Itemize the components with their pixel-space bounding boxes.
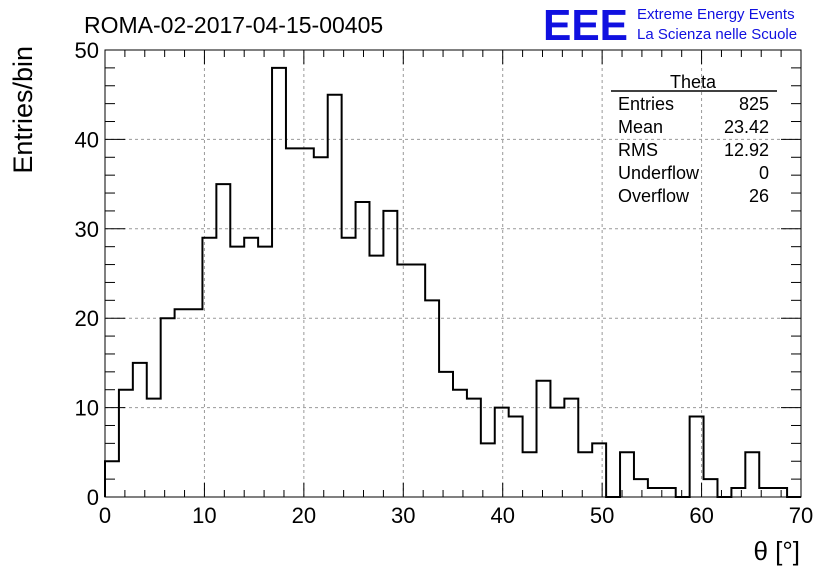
histogram-bin — [356, 202, 370, 497]
histogram-bin — [745, 452, 759, 497]
eee-logo-line2: La Scienza nelle Scuole — [637, 26, 797, 43]
histogram-bin — [342, 238, 356, 497]
histogram-bin — [648, 488, 662, 497]
axis-ticks — [104, 49, 802, 498]
histogram-bin — [550, 408, 564, 497]
histogram-bin — [147, 399, 161, 497]
histogram-bin — [189, 309, 203, 497]
histogram-bin — [216, 184, 230, 497]
histogram-bin — [523, 452, 537, 497]
y-tick-label: 20 — [75, 306, 99, 331]
grid-lines — [105, 50, 801, 497]
stats-value-rms: 12.92 — [724, 140, 769, 160]
x-tick-label: 50 — [590, 503, 614, 528]
histogram-bin — [453, 390, 467, 497]
stats-label-overflow: Overflow — [618, 186, 690, 206]
histogram-bin — [704, 479, 718, 497]
histogram-bin — [509, 417, 523, 497]
stats-label-underflow: Underflow — [618, 163, 700, 183]
x-tick-label: 30 — [391, 503, 415, 528]
y-tick-label: 10 — [75, 396, 99, 421]
histogram-bin — [439, 372, 453, 497]
stats-value-overflow: 26 — [749, 186, 769, 206]
plot-frame — [104, 49, 802, 498]
histogram-bin — [773, 488, 787, 497]
eee-logo-mark: EEE — [543, 1, 628, 50]
histogram-bin — [300, 148, 314, 497]
histogram-bin — [731, 488, 745, 497]
histogram-bin — [244, 238, 258, 497]
histogram-bin — [467, 399, 481, 497]
y-tick-label: 30 — [75, 217, 99, 242]
eee-logo: EEE Extreme Energy Events La Scienza nel… — [543, 1, 797, 50]
y-tick-label: 50 — [75, 38, 99, 63]
stats-value-entries: 825 — [739, 94, 769, 114]
y-tick-label: 40 — [75, 127, 99, 152]
x-tick-label: 60 — [689, 503, 713, 528]
histogram-bin — [258, 247, 272, 497]
histogram-bin — [328, 95, 342, 497]
x-tick-label: 70 — [789, 503, 813, 528]
histogram-bin — [286, 148, 300, 497]
histogram-bin — [314, 157, 328, 497]
histogram-bin — [495, 408, 509, 497]
histogram-bin — [230, 247, 244, 497]
histogram-bin — [425, 300, 439, 497]
stats-label-rms: RMS — [618, 140, 658, 160]
x-tick-label: 0 — [99, 503, 111, 528]
histogram-bin — [369, 256, 383, 497]
histogram-bin — [272, 68, 286, 497]
histogram-bin — [481, 443, 495, 497]
eee-logo-line1: Extreme Energy Events — [637, 6, 795, 23]
histogram-bin — [578, 452, 592, 497]
x-tick-label: 20 — [292, 503, 316, 528]
histogram-bin — [537, 381, 551, 497]
y-axis-title: Entries/bin — [8, 46, 38, 174]
stats-label-mean: Mean — [618, 117, 663, 137]
histogram-bin — [397, 265, 411, 497]
histogram-bin — [662, 488, 676, 497]
y-tick-label: 0 — [87, 485, 99, 510]
histogram-bin — [634, 479, 648, 497]
histogram-bin — [564, 399, 578, 497]
x-tick-label: 10 — [192, 503, 216, 528]
stats-box: Theta Entries 825 Mean 23.42 RMS 12.92 U… — [611, 72, 777, 206]
histogram-bin — [592, 443, 606, 497]
histogram-bin — [411, 265, 425, 497]
histogram-outline — [104, 66, 801, 498]
histogram-bin — [133, 363, 147, 497]
histogram-bin — [383, 211, 397, 497]
histogram-bin — [119, 390, 133, 497]
stats-label-entries: Entries — [618, 94, 674, 114]
run-title: ROMA-02-2017-04-15-00405 — [84, 12, 383, 38]
x-axis-title: θ [°] — [753, 536, 800, 566]
stats-value-mean: 23.42 — [724, 117, 769, 137]
x-tick-label: 40 — [490, 503, 514, 528]
stats-title: Theta — [670, 72, 717, 92]
histogram-bins — [105, 68, 787, 497]
tick-labels: 0 10 20 30 40 50 60 70 0 10 20 30 40 50 — [75, 38, 814, 528]
histogram-bin — [175, 309, 189, 497]
stats-value-underflow: 0 — [759, 163, 769, 183]
